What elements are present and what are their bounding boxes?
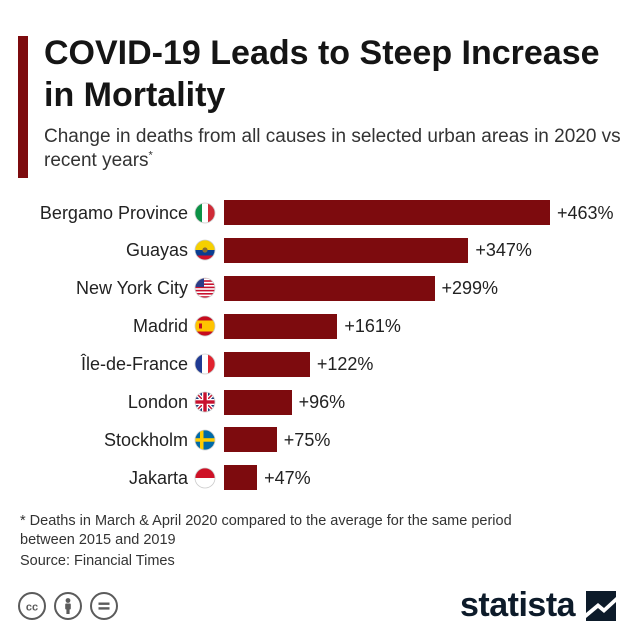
uk-flag-icon bbox=[194, 391, 216, 413]
usa-flag-icon bbox=[194, 277, 216, 299]
category-label: Jakarta bbox=[128, 467, 188, 488]
cc-icon: cc bbox=[18, 592, 46, 620]
chart-title: COVID-19 Leads to Steep Increase in Mort… bbox=[44, 34, 600, 114]
category-label: Guayas bbox=[125, 240, 188, 261]
ecuador-flag-icon bbox=[194, 239, 216, 261]
value-label: +47% bbox=[264, 467, 311, 488]
category-label: London bbox=[127, 392, 188, 412]
no-derivatives-icon bbox=[90, 592, 118, 620]
value-label: +463% bbox=[557, 202, 614, 223]
subtitle-text: Change in deaths from all causes in sele… bbox=[44, 126, 621, 171]
bar bbox=[224, 427, 277, 453]
bar-chart: Bergamo Province +463% Guayas +347% New York… bbox=[0, 192, 640, 502]
category-label: Stockholm bbox=[103, 429, 188, 450]
value-label: +161% bbox=[344, 316, 401, 337]
italy-flag-icon bbox=[194, 202, 216, 223]
value-label: +75% bbox=[283, 429, 331, 450]
title-accent-bar bbox=[18, 36, 28, 178]
spain-flag-icon bbox=[194, 315, 216, 337]
category-label: New York City bbox=[75, 278, 188, 299]
bar bbox=[224, 200, 550, 225]
value-label: +122% bbox=[316, 354, 374, 375]
source-note: Source: Financial Times bbox=[20, 553, 175, 569]
bar bbox=[224, 313, 338, 339]
value-label: +299% bbox=[441, 278, 499, 299]
statista-wordmark: statista bbox=[460, 586, 576, 624]
category-label: Madrid bbox=[132, 316, 188, 337]
by-attribution-icon bbox=[54, 592, 82, 620]
svg-text:cc: cc bbox=[26, 602, 38, 614]
bar bbox=[224, 389, 292, 415]
footnote: * Deaths in March & April 2020 compared … bbox=[20, 513, 512, 548]
statista-mark-icon bbox=[586, 591, 616, 621]
subtitle-footnote-mark: * bbox=[148, 149, 153, 162]
value-label: +347% bbox=[475, 240, 532, 261]
indonesia-flag-icon bbox=[194, 467, 216, 489]
category-label: Île-de-France bbox=[80, 354, 188, 375]
category-label: Bergamo Province bbox=[39, 202, 188, 223]
sweden-flag-icon bbox=[194, 429, 216, 451]
value-label: +96% bbox=[298, 392, 346, 412]
bar bbox=[224, 465, 258, 491]
bar bbox=[224, 237, 469, 263]
france-flag-icon bbox=[194, 353, 216, 375]
chart-subtitle: Change in deaths from all causes in sele… bbox=[44, 125, 624, 173]
bar bbox=[224, 351, 310, 377]
bar bbox=[224, 275, 435, 301]
